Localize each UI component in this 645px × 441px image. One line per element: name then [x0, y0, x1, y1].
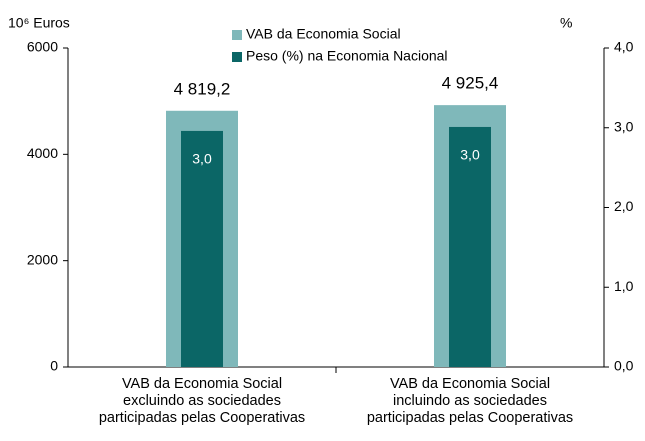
y2-tick-label: 3,0: [614, 118, 634, 134]
bar-value-label: 3,0: [192, 151, 212, 167]
y-tick-label: 2000: [27, 251, 58, 267]
y2-axis-label: %: [560, 15, 572, 31]
y2-tick-label: 0,0: [614, 358, 634, 374]
y-tick-label: 4000: [27, 145, 58, 161]
bar-value-label: 4 819,2: [174, 79, 231, 98]
legend-swatch: [232, 30, 242, 40]
y-tick-label: 0: [50, 358, 58, 374]
x-tick-label: VAB da Economia Social incluindo as soci…: [366, 376, 574, 426]
y2-tick-label: 4,0: [614, 39, 634, 55]
bar-value-label: 4 925,4: [442, 74, 499, 93]
bar: [449, 126, 491, 367]
y2-tick-label: 2,0: [614, 198, 634, 214]
y-tick-label: 6000: [27, 39, 58, 55]
bar: [181, 130, 223, 367]
bar-value-label: 3,0: [460, 147, 480, 163]
y2-tick-label: 1,0: [614, 278, 634, 294]
legend-swatch: [232, 52, 242, 62]
y-axis-label: 10⁶ Euros: [8, 15, 70, 31]
x-tick-label: VAB da Economia Social excluindo as soci…: [98, 376, 306, 426]
legend-label: Peso (%) na Economia Nacional: [246, 48, 448, 64]
legend-label: VAB da Economia Social: [246, 26, 401, 42]
